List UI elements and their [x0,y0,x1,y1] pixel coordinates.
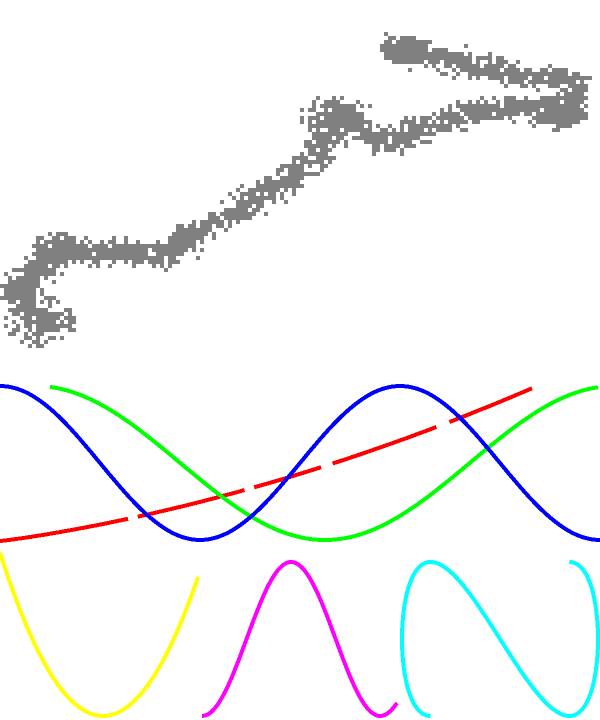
red-ramp-curve [0,386,533,543]
random-walk-path [0,32,592,348]
green-cosine-curve [49,384,599,542]
cyan-lissajous-curve [400,560,600,718]
yellow-parabola-curve [0,551,200,719]
random-walk-layer [0,32,592,348]
blue-cosine-curve [0,383,600,543]
magenta-sweep-curve [201,559,399,718]
wave-curves-layer [0,383,600,543]
lower-curves-layer [0,551,600,719]
